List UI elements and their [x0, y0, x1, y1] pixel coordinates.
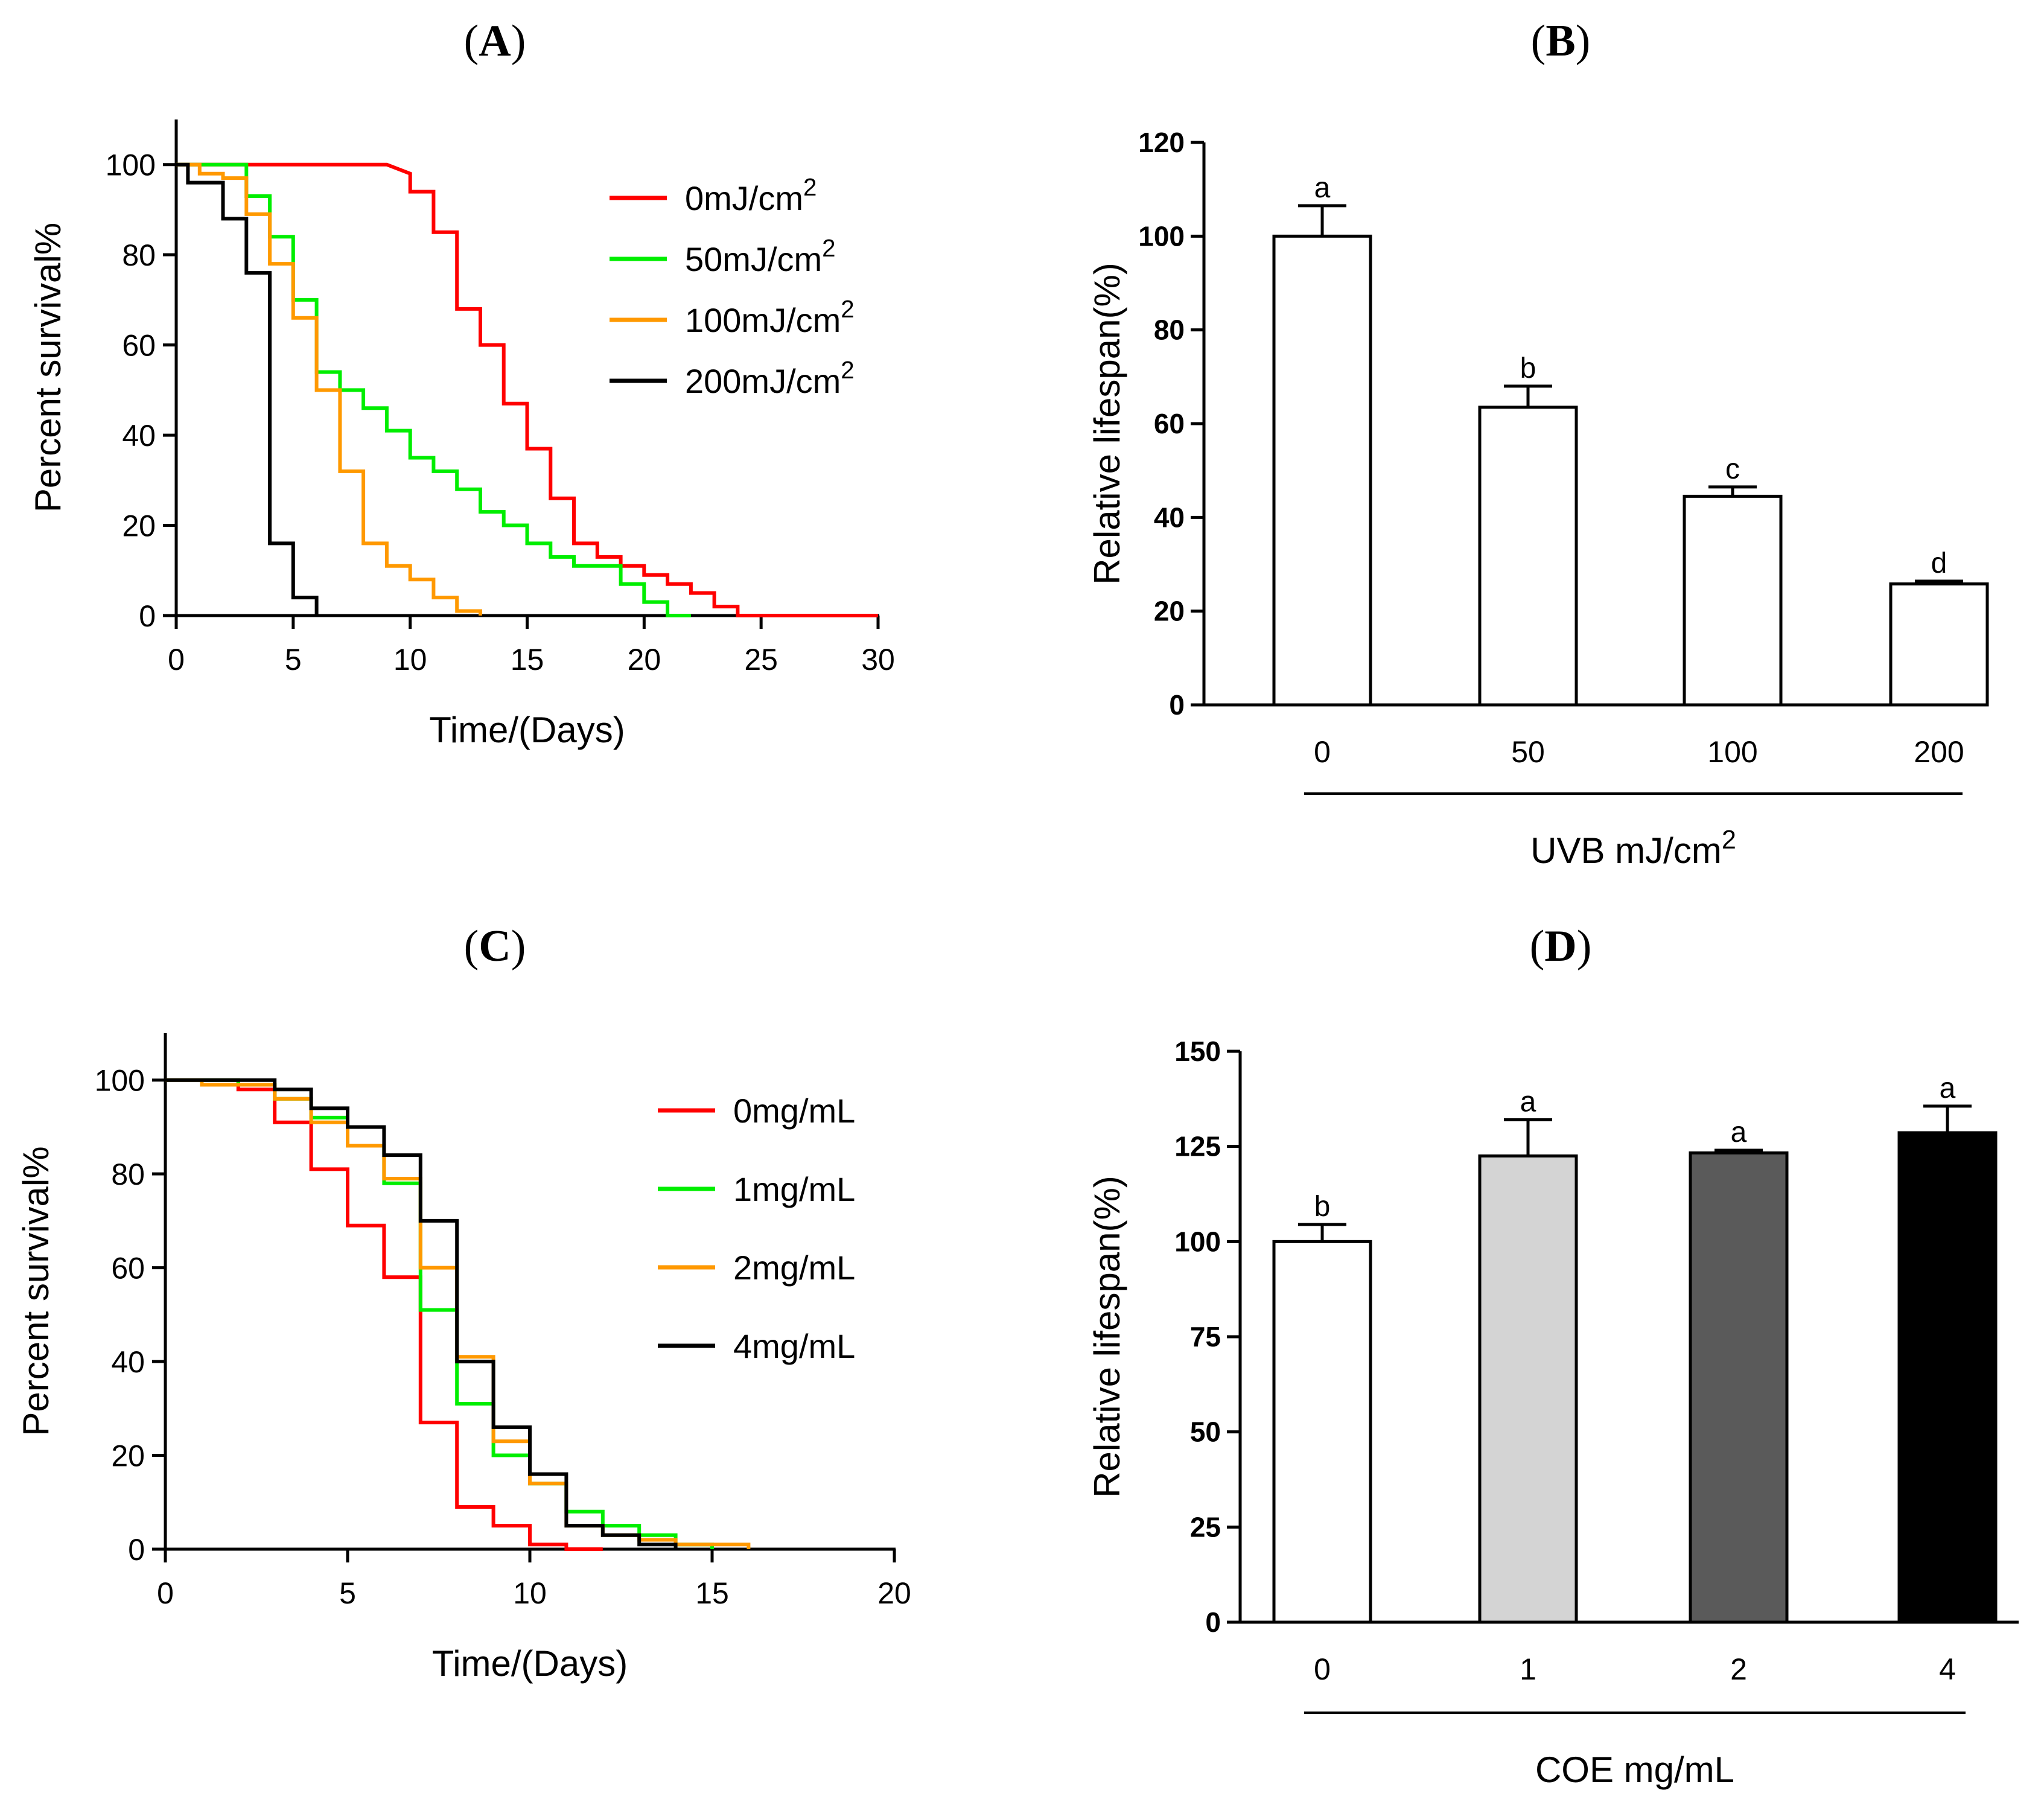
- lifespan-bar-chart-coe: 0 25 50 75 100 125 150 b 0 a 1 a 2 a 4 COE mg/mL Relativ…: [1087, 1036, 2019, 1790]
- y-tick-label: 150: [1174, 1036, 1221, 1067]
- significance-letter-1: b: [1314, 1191, 1331, 1223]
- panel-label-a: (A): [464, 16, 526, 66]
- lifespan-bar-chart-uvb: 0 20 40 60 80 100 120 a 0 b 50 c 100 d 200 UVB mJ/cm2 Re…: [1087, 127, 1989, 871]
- series-line-1: [165, 1078, 603, 1551]
- significance-letter-2: b: [1520, 352, 1536, 384]
- y-tick-label: 60: [122, 329, 156, 363]
- y-tick-label: 120: [1138, 127, 1185, 158]
- bar-3: [1683, 494, 1783, 707]
- x-tick-label: 20: [628, 643, 661, 677]
- bar-4: [1897, 1131, 1998, 1624]
- x-tick-label: 15: [695, 1576, 729, 1610]
- y-tick-label: 100: [95, 1064, 145, 1098]
- y-tick-label: 0: [139, 599, 156, 633]
- y-tick-label: 20: [1154, 596, 1185, 627]
- y-tick-label: 100: [106, 148, 156, 182]
- bar-2: [1478, 1154, 1578, 1624]
- y-tick-label: 0: [128, 1533, 145, 1567]
- x-tick-label: 30: [861, 643, 895, 677]
- x-tick-label: 50: [1511, 735, 1545, 769]
- bar-4: [1889, 582, 1989, 707]
- x-tick-label: 5: [339, 1576, 356, 1610]
- significance-letter-3: c: [1725, 453, 1740, 485]
- x-tick-label: 1: [1520, 1652, 1536, 1686]
- y-tick-label: 50: [1190, 1416, 1221, 1448]
- x-tick-label: 0: [157, 1576, 174, 1610]
- survival-chart-uvb: 0 20 40 60 80 100 0 5 10 15 20 25 30 0mJ/cm2 50mJ/cm2 1…: [28, 119, 895, 750]
- legend-label-2: 1mg/mL: [733, 1170, 855, 1208]
- significance-letter-1: a: [1314, 172, 1331, 204]
- x-tick-label: 0: [168, 643, 185, 677]
- x-tick-label: 5: [285, 643, 302, 677]
- legend-label-3: 100mJ/cm2: [685, 295, 855, 339]
- x-tick-label: 25: [744, 643, 778, 677]
- legend-label-1: 0mJ/cm2: [685, 173, 817, 217]
- x-tick-label: 10: [393, 643, 427, 677]
- x-axis-title: COE mg/mL: [1535, 1750, 1734, 1790]
- x-tick-label: 200: [1914, 735, 1964, 769]
- x-axis-title: Time/(Days): [432, 1643, 628, 1684]
- legend-label-1: 0mg/mL: [733, 1092, 855, 1130]
- legend-label-2: 50mJ/cm2: [685, 234, 836, 278]
- y-axis-title: Percent survival%: [28, 223, 68, 512]
- x-tick-label: 4: [1939, 1652, 1956, 1686]
- series-line-2: [176, 162, 691, 617]
- x-tick-label: 15: [511, 643, 544, 677]
- y-tick-label: 100: [1138, 220, 1185, 252]
- x-tick-label: 100: [1707, 735, 1757, 769]
- y-tick-label: 40: [122, 419, 156, 453]
- y-axis-title: Relative lifespan(%): [1087, 1176, 1127, 1498]
- panel-label-d: (D): [1530, 922, 1592, 971]
- bar-3: [1689, 1151, 1789, 1624]
- significance-letter-2: a: [1520, 1086, 1536, 1118]
- x-tick-label: 20: [877, 1576, 911, 1610]
- significance-letter-4: d: [1931, 547, 1947, 579]
- panel-label-c: (C): [464, 922, 526, 971]
- x-axis-title: UVB mJ/cm2: [1530, 826, 1736, 871]
- series-line-3: [176, 162, 482, 616]
- legend-label-4: 200mJ/cm2: [685, 356, 855, 400]
- y-tick-label: 60: [111, 1252, 145, 1285]
- y-axis-title: Relative lifespan(%): [1087, 263, 1127, 585]
- panel-label-b: (B): [1531, 16, 1591, 66]
- y-tick-label: 60: [1154, 408, 1185, 439]
- x-axis-title: Time/(Days): [429, 710, 625, 750]
- y-tick-label: 20: [122, 509, 156, 543]
- x-tick-label: 0: [1314, 1652, 1331, 1686]
- y-tick-label: 125: [1174, 1131, 1221, 1162]
- y-tick-label: 20: [111, 1439, 145, 1473]
- y-tick-label: 40: [111, 1345, 145, 1379]
- y-tick-label: 0: [1169, 689, 1185, 721]
- significance-letter-4: a: [1940, 1072, 1956, 1104]
- series-line-4: [165, 1078, 678, 1549]
- significance-letter-3: a: [1731, 1116, 1747, 1148]
- x-tick-label: 0: [1314, 735, 1331, 769]
- survival-chart-coe: 0 20 40 60 80 100 0 5 10 15 20 0mg/mL 1mg/mL 2mg/mL 4m…: [16, 1033, 911, 1684]
- series-line-4: [176, 162, 319, 616]
- y-tick-label: 25: [1190, 1511, 1221, 1543]
- y-tick-label: 100: [1174, 1226, 1221, 1257]
- y-tick-label: 40: [1154, 502, 1185, 533]
- legend-label-4: 4mg/mL: [733, 1327, 855, 1365]
- y-tick-label: 80: [111, 1158, 145, 1191]
- x-tick-label: 2: [1730, 1652, 1747, 1686]
- bar-1: [1272, 234, 1372, 707]
- y-tick-label: 80: [1154, 314, 1185, 346]
- bar-2: [1478, 406, 1578, 707]
- x-tick-label: 10: [513, 1576, 547, 1610]
- legend-label-3: 2mg/mL: [733, 1249, 855, 1287]
- series-line-1: [176, 162, 878, 617]
- y-tick-label: 75: [1190, 1321, 1221, 1352]
- y-tick-label: 80: [122, 238, 156, 272]
- y-tick-label: 0: [1205, 1607, 1221, 1638]
- y-axis-title: Percent survival%: [16, 1146, 56, 1436]
- bar-1: [1272, 1240, 1372, 1624]
